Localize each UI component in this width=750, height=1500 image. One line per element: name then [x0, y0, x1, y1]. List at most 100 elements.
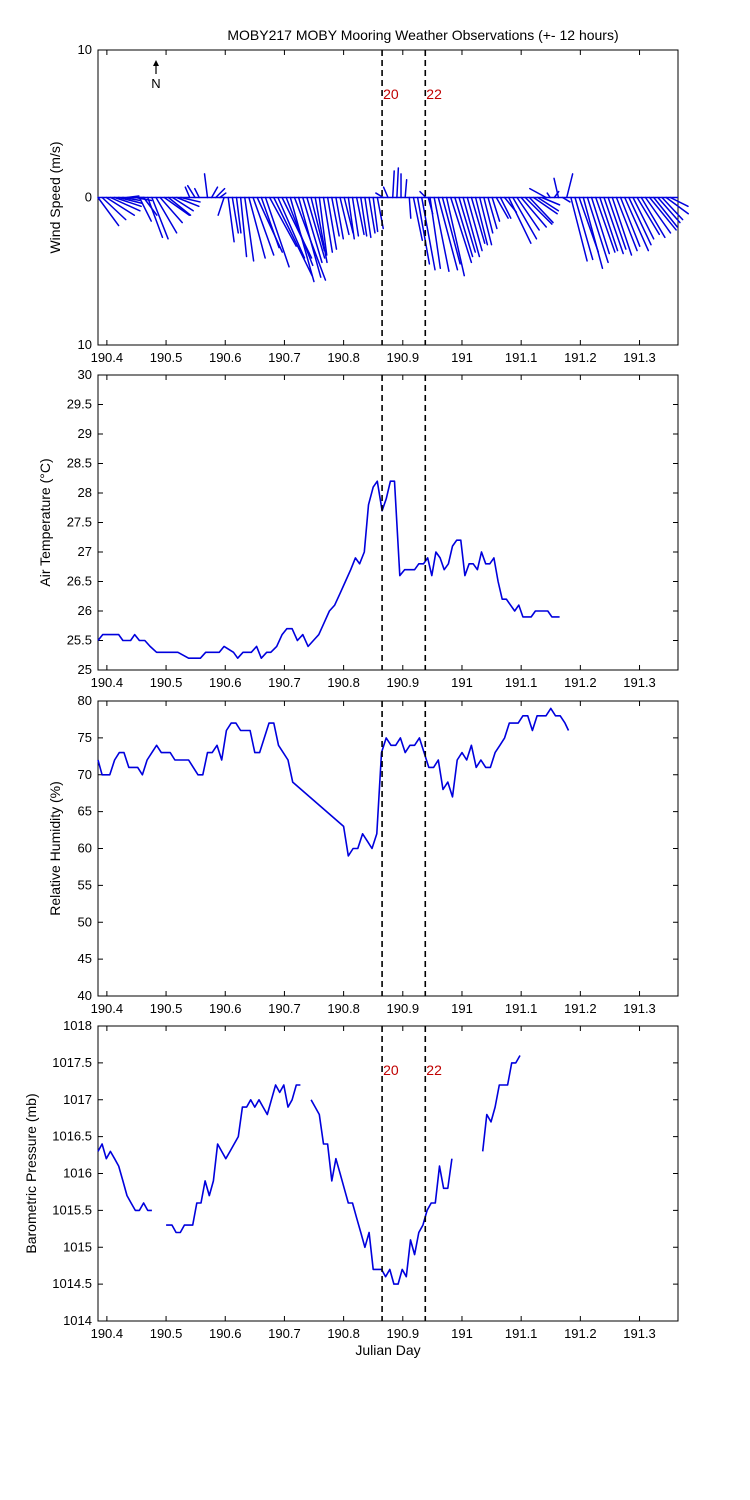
x-tick-label: 191.2 — [564, 1001, 597, 1016]
wind-vector — [167, 196, 192, 216]
wind-vector — [180, 196, 201, 203]
y-tick-label: 28 — [78, 485, 92, 500]
y-tick-label: 1015.5 — [52, 1202, 92, 1217]
wind-vector — [235, 196, 242, 234]
wind-vector — [146, 196, 164, 239]
wind-vector — [429, 196, 442, 270]
x-tick-label: 191.1 — [505, 350, 538, 365]
wind-vector — [239, 196, 248, 258]
wind-vector — [599, 196, 619, 252]
wind-vector — [449, 196, 473, 264]
wind-vector — [109, 196, 141, 212]
wind-vector — [437, 196, 459, 271]
wind-vector — [155, 196, 178, 234]
x-tick-label: 190.9 — [387, 1326, 420, 1341]
wind-vector — [105, 196, 136, 216]
y-tick-label: 10 — [78, 337, 92, 352]
y-axis-label: Wind Speed (m/s) — [47, 141, 63, 253]
wind-vector — [420, 196, 436, 271]
wind-vector — [339, 196, 350, 236]
wind-vector — [640, 196, 666, 239]
y-tick-label: 1014.5 — [52, 1276, 92, 1291]
wind-vector — [652, 196, 679, 228]
wind-vector — [619, 196, 641, 247]
wind-vector — [318, 196, 328, 256]
wind-vector — [335, 196, 345, 240]
y-tick-label: 27.5 — [67, 515, 92, 530]
relative-humidity-panel: 190.4 190.5 190.6 190.7 190.8 190.9 191 191.1 19… — [47, 693, 679, 1016]
y-tick-label: 65 — [78, 804, 92, 819]
wind-vector — [122, 196, 142, 202]
wind-vector — [184, 186, 191, 199]
wind-vector — [194, 187, 200, 199]
wind-vector — [186, 184, 196, 199]
wind-vector — [215, 187, 226, 199]
x-axis-label: Julian Day — [355, 1342, 420, 1358]
wind-vector — [669, 196, 689, 208]
x-tick-label: 191 — [451, 675, 473, 690]
wind-vector — [151, 196, 169, 240]
x-tick-label: 190.5 — [150, 675, 183, 690]
wind-vector — [570, 196, 588, 262]
x-tick-label: 191 — [451, 1326, 473, 1341]
wind-vector — [546, 192, 551, 199]
y-tick-label: 1018 — [63, 1018, 92, 1033]
wind-vector — [244, 196, 255, 262]
y-tick-label: 1015 — [63, 1239, 92, 1254]
barometric-pressure-panel: 190.4 190.5 190.6 190.7 190.8 190.9 191 191.1 19… — [23, 1018, 679, 1358]
wind-vector — [289, 196, 315, 283]
x-tick-label: 191.3 — [623, 675, 656, 690]
wind-vector — [264, 196, 290, 268]
wind-vector — [343, 196, 354, 234]
y-tick-label: 60 — [78, 841, 92, 856]
y-tick-label: 27 — [78, 544, 92, 559]
wind-vector — [138, 196, 152, 222]
wind-vector — [536, 196, 560, 212]
event-marker-label: 22 — [426, 1062, 442, 1078]
y-tick-label: 28.5 — [67, 456, 92, 471]
wind-vector — [594, 196, 616, 253]
wind-vector — [306, 196, 326, 259]
wind-vector — [483, 196, 494, 234]
data-line — [166, 1084, 301, 1234]
event-marker-label: 20 — [383, 1062, 399, 1078]
x-tick-label: 190.6 — [209, 675, 242, 690]
wind-vector — [615, 196, 638, 252]
y-tick-label: 1017.5 — [52, 1055, 92, 1070]
wind-vector — [657, 196, 681, 224]
wind-vector — [368, 196, 376, 234]
wind-vector — [360, 196, 368, 237]
x-tick-label: 190.7 — [268, 1001, 301, 1016]
wind-vector — [302, 196, 323, 264]
wind-vector — [433, 196, 450, 272]
wind-vector — [163, 196, 191, 216]
wind-vector — [375, 192, 385, 199]
north-label: N — [151, 76, 160, 91]
y-tick-label: 1017 — [63, 1092, 92, 1107]
wind-vector — [541, 196, 561, 206]
y-tick-label: 75 — [78, 730, 92, 745]
wind-vector — [331, 196, 340, 237]
x-tick-label: 191.2 — [564, 1326, 597, 1341]
wind-vector — [499, 196, 512, 219]
wind-vector — [607, 196, 627, 250]
x-tick-label: 190.4 — [91, 1001, 124, 1016]
x-tick-label: 190.9 — [387, 1001, 420, 1016]
x-tick-label: 190.9 — [387, 350, 420, 365]
x-tick-label: 191.3 — [623, 1001, 656, 1016]
x-tick-label: 190.6 — [209, 1001, 242, 1016]
y-tick-label: 55 — [78, 877, 92, 892]
x-tick-label: 190.7 — [268, 1326, 301, 1341]
wind-vector — [648, 196, 677, 231]
y-axis-label: Barometric Pressure (mb) — [23, 1093, 39, 1253]
x-tick-label: 190.8 — [327, 675, 360, 690]
wind-vector — [524, 196, 553, 225]
x-tick-label: 190.8 — [327, 1326, 360, 1341]
x-tick-label: 191 — [451, 1001, 473, 1016]
wind-vector — [507, 196, 532, 244]
y-tick-label: 25.5 — [67, 633, 92, 648]
wind-vector — [528, 196, 554, 224]
wind-vector — [347, 196, 355, 240]
wind-vector — [586, 196, 609, 264]
wind-vector — [419, 190, 427, 199]
